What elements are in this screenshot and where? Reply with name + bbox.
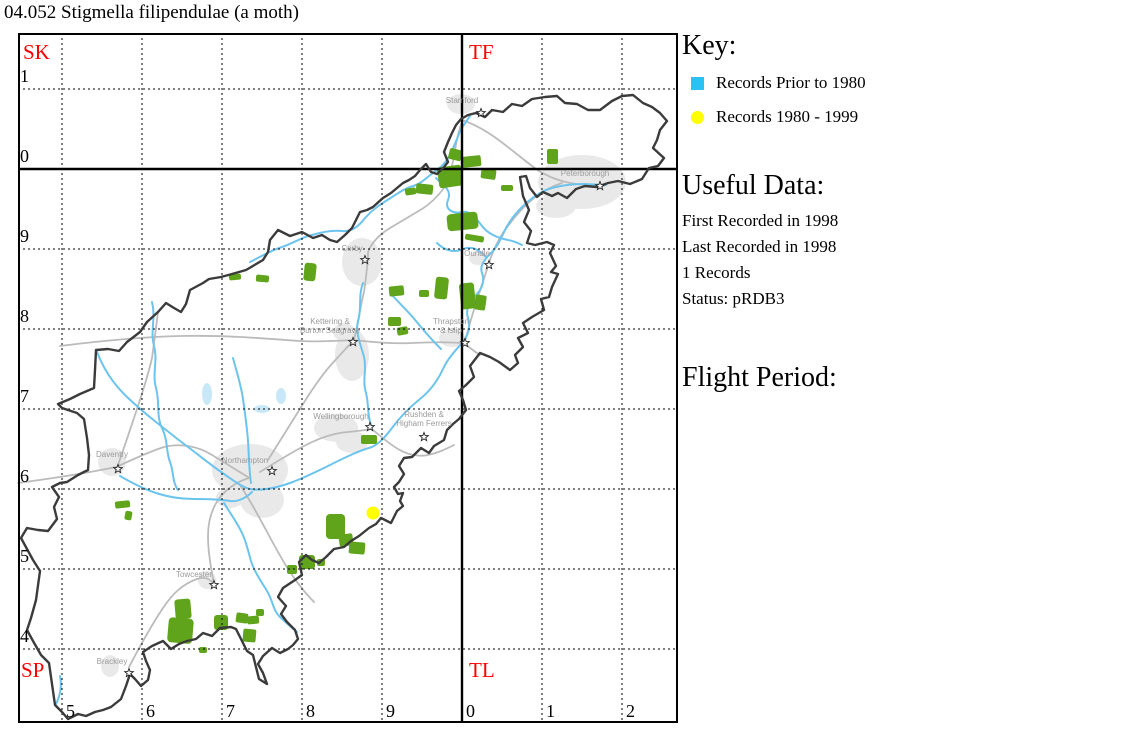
town-marker: Rushden &Higham Ferrers [396, 410, 452, 442]
town-marker: Wellingborough [313, 412, 376, 432]
grid-number: 1 [20, 66, 29, 86]
town-marker: Daventry [96, 450, 128, 474]
page-title: 04.052 Stigmella filipendulae (a moth) [4, 2, 299, 23]
grid-number: 0 [20, 146, 29, 166]
town-marker: Kettering &Burton Seagrave [300, 317, 361, 347]
grid-number: 5 [20, 546, 29, 566]
grid-number: 0 [466, 701, 475, 721]
right-panel: Key: Records Prior to 1980 Records 1980 … [682, 30, 1127, 394]
town-label: Higham Ferrers [396, 419, 452, 428]
records-prior-1980-swatch-icon [691, 76, 704, 90]
key-item-label: Records Prior to 1980 [716, 73, 866, 92]
town-star-icon [594, 180, 606, 191]
grid-number: 6 [146, 701, 155, 721]
town-marker: Towcester [176, 570, 220, 590]
town-star-icon [112, 463, 124, 474]
grid-letter-sk: SK [23, 40, 50, 64]
town-label: Oundle [464, 249, 490, 258]
town-star-icon [364, 421, 376, 432]
grid-lines-group [18, 33, 678, 723]
key-items: Records Prior to 1980 Records 1980 - 199… [682, 72, 1127, 128]
first-recorded-line: First Recorded in 1998 [682, 211, 839, 230]
key-heading: Key: [682, 30, 737, 61]
county-boundary [19, 93, 669, 721]
key-item-1980-1999: Records 1980 - 1999 [682, 106, 1127, 128]
town-marker: Oundle [464, 249, 495, 270]
record-dot [366, 506, 380, 520]
grid-number: 7 [226, 701, 235, 721]
flight-period-section: Flight Period: [682, 362, 1127, 394]
rivers-group [55, 115, 607, 705]
useful-data-heading: Useful Data: [682, 170, 825, 201]
town-star-icon [359, 254, 371, 265]
flight-period-heading: Flight Period: [682, 362, 837, 393]
grid-100km-lines-group [18, 33, 678, 723]
grid-number: 7 [20, 386, 29, 406]
urban-areas-group [98, 94, 626, 677]
town-label: Northampton [222, 456, 268, 465]
town-star-icon [475, 107, 487, 118]
town-label: Daventry [96, 450, 128, 459]
record-count-line: 1 Records [682, 263, 751, 282]
town-label: Kettering & [310, 317, 350, 326]
roads-group [17, 119, 605, 668]
town-label: Stamford [446, 96, 478, 105]
town-star-icon [123, 667, 135, 678]
grid-letters-layer: SK TF SP TL [21, 40, 495, 682]
town-star-icon [459, 337, 471, 348]
key-item-label: Records 1980 - 1999 [716, 107, 859, 126]
map-border [18, 33, 678, 723]
grid-number: 5 [66, 701, 75, 721]
grid-letter-tf: TF [469, 40, 494, 64]
town-layer: Stamford Peterborough Corby Oundle Kettering… [96, 96, 609, 678]
grid-letter-sp: SP [21, 658, 44, 682]
town-star-icon [483, 259, 495, 270]
town-star-icon [418, 431, 430, 442]
useful-data-section: Useful Data: First Recorded in 1998 Last… [682, 170, 1127, 312]
town-label: Wellingborough [313, 412, 368, 421]
town-marker: Corby [341, 244, 371, 265]
last-recorded-line: Last Recorded in 1998 [682, 237, 837, 256]
town-label: Towcester [176, 570, 212, 579]
status-line: Status: pRDB3 [682, 289, 785, 308]
grid-number: 9 [20, 226, 29, 246]
grid-number: 1 [546, 701, 555, 721]
grid-letter-tl: TL [469, 658, 495, 682]
grid-number: 6 [20, 466, 29, 486]
grid-number: 4 [20, 626, 29, 646]
grid-number: 8 [20, 306, 29, 326]
town-label: & Islip [440, 326, 462, 335]
key-item-prior-1980: Records Prior to 1980 [682, 72, 1127, 94]
reservoirs-group [202, 383, 286, 413]
town-marker: Thrapston& Islip [433, 317, 471, 348]
town-label: Rushden & [404, 410, 444, 419]
grid-number: 2 [626, 701, 635, 721]
grid-number: 9 [386, 701, 395, 721]
town-label: Peterborough [561, 169, 609, 178]
town-star-icon [266, 465, 278, 476]
map-svg: Stamford Peterborough Corby Oundle Kettering… [17, 33, 678, 723]
town-marker: Brackley [97, 657, 135, 678]
records-1980-1999-swatch-icon [691, 110, 704, 124]
town-marker: Northampton [222, 456, 278, 476]
town-label: Corby [341, 244, 362, 253]
town-label: Burton Seagrave [300, 326, 361, 335]
town-star-icon [208, 579, 220, 590]
record-layer [366, 506, 380, 520]
grid-number: 8 [306, 701, 315, 721]
useful-data-lines: First Recorded in 1998 Last Recorded in … [682, 208, 1127, 312]
town-label: Thrapston [433, 317, 469, 326]
town-marker: Stamford [446, 96, 487, 118]
town-star-icon [347, 336, 359, 347]
town-marker: Peterborough [561, 169, 609, 191]
town-label: Brackley [97, 657, 128, 666]
